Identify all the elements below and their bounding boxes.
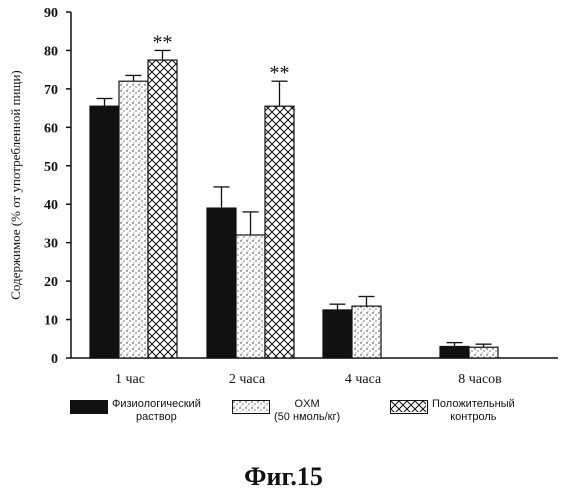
y-tick-label: 70 bbox=[44, 83, 58, 98]
figure-caption: Фиг.15 bbox=[0, 462, 567, 492]
x-tick-label: 1 час bbox=[115, 372, 145, 387]
bar bbox=[119, 81, 148, 358]
y-tick-label: 20 bbox=[44, 275, 58, 290]
legend: Физиологический раствор OXM (50 нмоль/кг… bbox=[0, 398, 567, 458]
y-tick-label: 50 bbox=[44, 160, 58, 175]
legend-label-positive-control-line2: контроль bbox=[432, 411, 515, 424]
y-tick-label: 10 bbox=[44, 314, 58, 329]
legend-label-positive-control: Положительный контроль bbox=[432, 398, 515, 424]
significance-annotation: ** bbox=[153, 31, 173, 53]
y-tick-label: 0 bbox=[51, 352, 58, 367]
legend-label-oxm-line2: (50 нмоль/кг) bbox=[274, 411, 340, 424]
legend-swatch-positive-control bbox=[390, 400, 428, 414]
legend-label-positive-control-line1: Положительный bbox=[432, 398, 515, 411]
bar bbox=[265, 106, 294, 358]
x-tick-labels: 1 час 2 часа 4 часа 8 часов bbox=[115, 372, 502, 387]
legend-label-saline-line1: Физиологический bbox=[112, 398, 201, 411]
bar bbox=[469, 347, 498, 358]
legend-label-saline-line2: раствор bbox=[112, 411, 201, 424]
x-tick-label: 2 часа bbox=[229, 372, 266, 387]
legend-label-oxm: OXM (50 нмоль/кг) bbox=[274, 398, 340, 424]
bar bbox=[207, 208, 236, 358]
x-tick-label: 4 часа bbox=[345, 372, 382, 387]
y-tick-label: 30 bbox=[44, 237, 58, 252]
y-ticks: 0 10 20 30 40 50 60 70 80 90 bbox=[44, 6, 71, 367]
bar bbox=[90, 106, 119, 358]
legend-item-positive-control: Положительный контроль bbox=[390, 398, 515, 424]
bars: ** ** bbox=[90, 31, 498, 358]
bar bbox=[148, 60, 177, 358]
significance-annotation: ** bbox=[270, 62, 290, 84]
bar bbox=[352, 306, 381, 358]
chart: Содержимое (% от употребленной пищи) 0 10… bbox=[0, 0, 567, 400]
legend-swatch-oxm bbox=[232, 400, 270, 414]
legend-swatch-saline bbox=[70, 400, 108, 414]
y-tick-label: 80 bbox=[44, 44, 58, 59]
legend-label-saline: Физиологический раствор bbox=[112, 398, 201, 424]
y-axis-label: Содержимое (% от употребленной пищи) bbox=[8, 70, 23, 299]
y-tick-label: 60 bbox=[44, 121, 58, 136]
bar bbox=[236, 235, 265, 358]
legend-label-oxm-line1: OXM bbox=[274, 398, 340, 411]
bar bbox=[323, 310, 352, 358]
x-tick-label: 8 часов bbox=[458, 372, 502, 387]
legend-item-oxm: OXM (50 нмоль/кг) bbox=[232, 398, 340, 424]
bar bbox=[440, 346, 469, 358]
y-tick-label: 90 bbox=[44, 6, 58, 21]
legend-item-saline: Физиологический раствор bbox=[70, 398, 201, 424]
y-tick-label: 40 bbox=[44, 198, 58, 213]
